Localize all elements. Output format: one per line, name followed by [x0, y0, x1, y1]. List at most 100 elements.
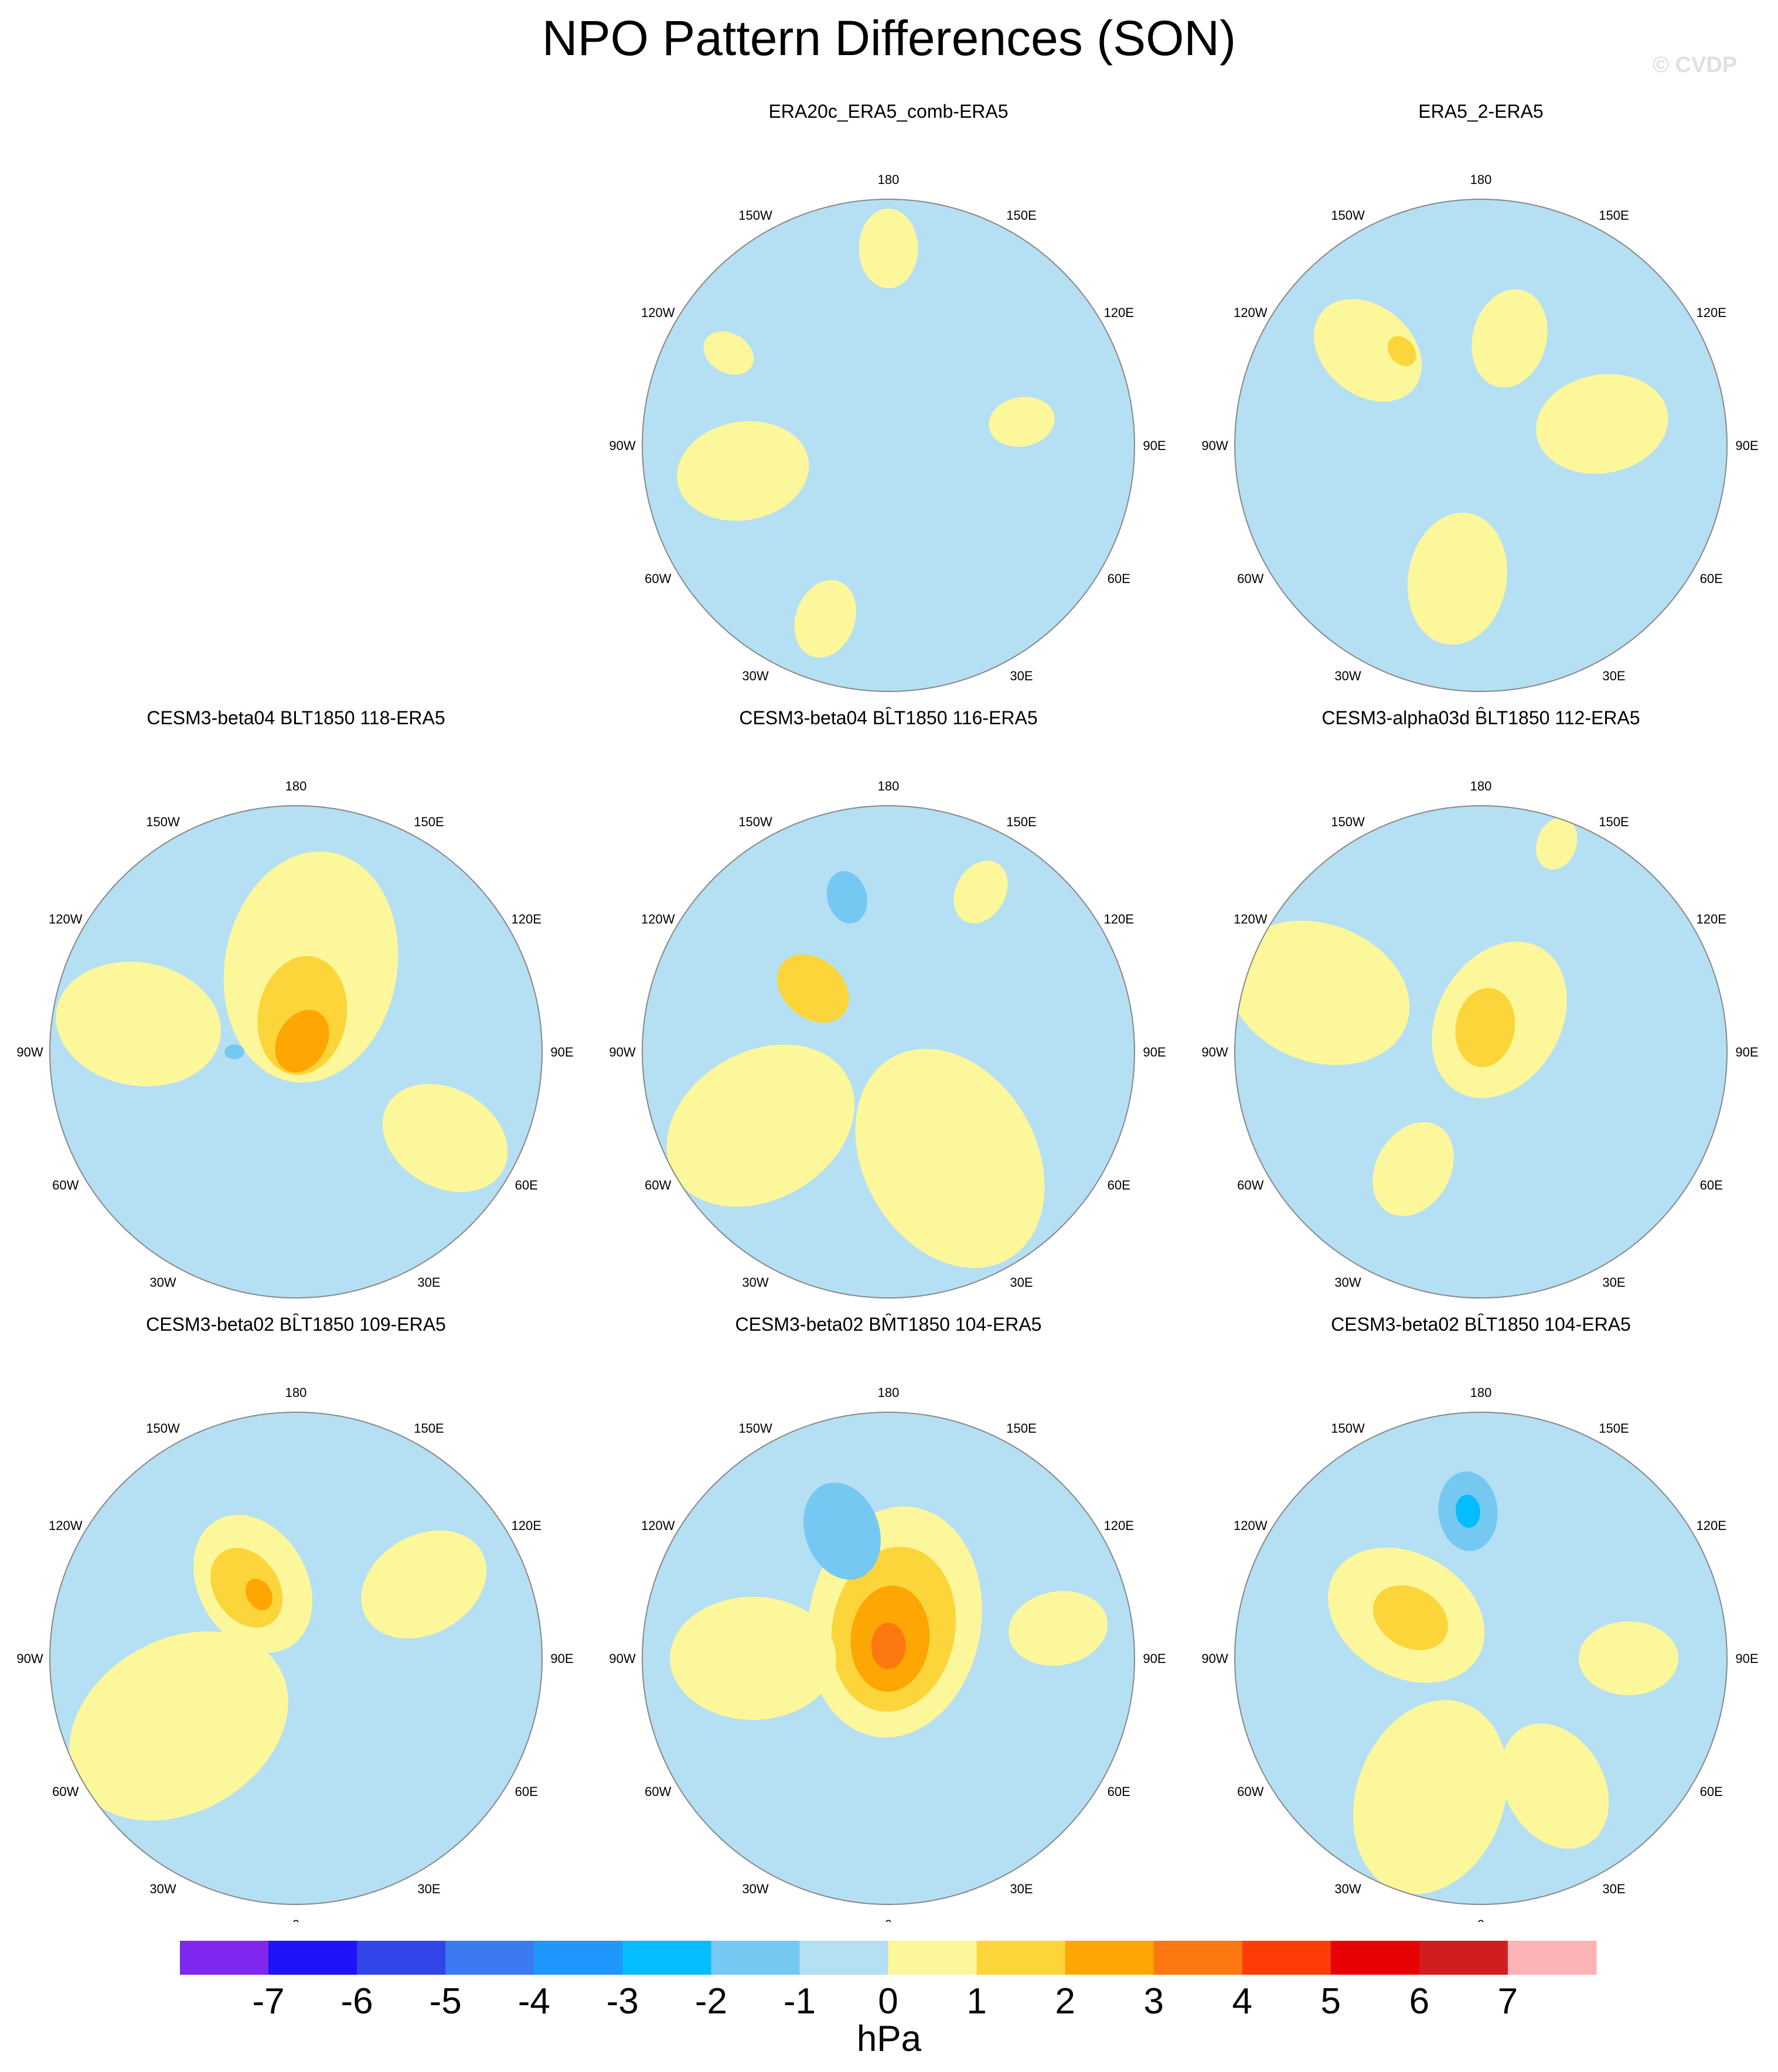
- longitude-label: 0: [292, 1311, 299, 1316]
- longitude-label: 120E: [1104, 1518, 1134, 1533]
- longitude-label: 30W: [742, 1882, 768, 1896]
- longitude-label: 90E: [1735, 438, 1758, 453]
- longitude-label: 30E: [1010, 669, 1033, 683]
- map-panel: CESM3-beta02 BMT1850 104-ERA5 180 150E 120…: [592, 1313, 1184, 1922]
- map-boundary: [642, 199, 1135, 692]
- longitude-label: 180: [878, 1385, 900, 1400]
- map-boundary: [49, 1412, 543, 1905]
- longitude-label: 90W: [609, 1651, 635, 1666]
- anomaly-region: [1008, 1591, 1108, 1666]
- longitude-label: 60E: [1108, 571, 1130, 586]
- longitude-label: 30W: [1334, 1275, 1361, 1290]
- longitude-label: 150E: [1006, 815, 1036, 829]
- colorbar-tick-label: -4: [518, 1981, 550, 2022]
- longitude-label: 90W: [1201, 1651, 1228, 1666]
- longitude-label: 60W: [645, 1178, 671, 1192]
- longitude-label: 180: [1470, 1385, 1492, 1400]
- longitude-label: 60W: [1237, 1784, 1263, 1799]
- anomaly-region: [953, 860, 1008, 923]
- longitude-label: 90E: [1735, 1045, 1758, 1059]
- longitude-label: 60E: [515, 1178, 538, 1192]
- longitude-label: 30E: [1602, 669, 1625, 683]
- anomaly-region: [275, 1010, 329, 1073]
- longitude-label: 60W: [1237, 1178, 1263, 1192]
- colorbar-tick-label: -6: [341, 1981, 373, 2022]
- polar-map: 180 150E 120E 90E 60E 30E 0 30W 60W 90W 120W 150W: [16, 779, 573, 1316]
- longitude-label: 0: [292, 1917, 299, 1922]
- longitude-label: 30E: [1010, 1882, 1033, 1896]
- longitude-label: 150W: [1331, 208, 1365, 223]
- longitude-label: 90E: [550, 1651, 573, 1666]
- longitude-label: 90E: [1143, 438, 1166, 453]
- colorbar-swatch: [180, 1941, 269, 1975]
- longitude-label: 30W: [1334, 669, 1361, 683]
- anomaly-region: [1472, 289, 1548, 388]
- longitude-label: 120W: [641, 912, 675, 926]
- longitude-label: 150W: [738, 1421, 772, 1436]
- longitude-label: 180: [285, 1385, 307, 1400]
- anomaly-region: [56, 962, 221, 1086]
- longitude-label: 90E: [1143, 1045, 1166, 1059]
- longitude-label: 90W: [1201, 1045, 1228, 1059]
- anomaly-region: [1455, 1494, 1481, 1528]
- map-panel: CESM3-alpha03d BLT1850 112-ERA5 180 150E 1…: [1185, 706, 1777, 1316]
- colorbar-tick-label: 7: [1498, 1981, 1518, 2022]
- longitude-label: 180: [878, 779, 900, 793]
- anomaly-region: [677, 421, 809, 521]
- longitude-label: 30W: [149, 1882, 176, 1896]
- anomaly-region: [1500, 1723, 1609, 1849]
- longitude-label: 120E: [1697, 1518, 1726, 1533]
- panel-title: ERA5_2-ERA5: [1418, 101, 1544, 122]
- longitude-label: 180: [1470, 172, 1492, 187]
- longitude-label: 0: [1477, 1917, 1484, 1922]
- longitude-label: 120W: [49, 912, 83, 926]
- polar-map: 180 150E 120E 90E 60E 30E 0 30W 60W 90W 120W 150W: [1201, 779, 1758, 1316]
- longitude-label: 60E: [1108, 1178, 1130, 1192]
- longitude-label: 150W: [1331, 1421, 1365, 1436]
- colorbar-tick-label: 6: [1409, 1981, 1429, 2022]
- panel-title: CESM3-beta04 BLT1850 116-ERA5: [739, 707, 1038, 728]
- longitude-label: 60W: [1237, 571, 1263, 586]
- longitude-label: 150W: [1331, 815, 1365, 829]
- longitude-label: 150W: [146, 815, 180, 829]
- panel-title: CESM3-beta04 BLT1850 118-ERA5: [147, 707, 445, 728]
- longitude-label: 60W: [645, 1784, 671, 1799]
- anomaly-region: [1235, 921, 1410, 1065]
- colorbar-tick-label: 4: [1232, 1981, 1252, 2022]
- map-panel: CESM3-beta04 BLT1850 118-ERA5 180 150E 120…: [0, 706, 592, 1316]
- colorbar-tick-label: 5: [1321, 1981, 1341, 2022]
- longitude-label: 180: [285, 779, 307, 793]
- anomaly-region: [1372, 1585, 1449, 1651]
- longitude-label: 120E: [512, 912, 541, 926]
- longitude-label: 60W: [52, 1784, 79, 1799]
- longitude-label: 30W: [742, 1275, 768, 1290]
- colorbar-tick-label: 0: [878, 1981, 898, 2022]
- map-panel: CESM3-beta04 BLT1850 116-ERA5 180 150E 120…: [592, 706, 1184, 1316]
- polar-map: 180 150E 120E 90E 60E 30E 0 30W 60W 90W 120W 150W: [16, 1385, 573, 1922]
- longitude-label: 60E: [1108, 1784, 1130, 1799]
- longitude-label: 90W: [16, 1045, 43, 1059]
- anomaly-region: [361, 1530, 487, 1639]
- colorbar-tick-label: 2: [1055, 1981, 1075, 2022]
- longitude-label: 90W: [609, 438, 635, 453]
- longitude-label: 120W: [641, 305, 675, 320]
- longitude-label: 150W: [146, 1421, 180, 1436]
- longitude-label: 150E: [1006, 1421, 1036, 1436]
- colorbar-tick-label: 3: [1143, 1981, 1163, 2022]
- colorbar-swatch: [888, 1941, 977, 1975]
- anomaly-region: [794, 580, 857, 658]
- longitude-label: 30E: [1010, 1275, 1033, 1290]
- longitude-label: 120W: [641, 1518, 675, 1533]
- longitude-label: 0: [885, 1917, 892, 1922]
- anomaly-region: [703, 331, 754, 375]
- panel-title: ERA20c_ERA5_comb-ERA5: [768, 101, 1009, 122]
- anomaly-region: [871, 1623, 906, 1669]
- colorbar-swatch: [711, 1941, 800, 1975]
- longitude-label: 60E: [1700, 1784, 1723, 1799]
- map-boundary: [642, 1412, 1135, 1905]
- longitude-label: 150W: [738, 815, 772, 829]
- colorbar-swatch: [445, 1941, 534, 1975]
- map-panel: CESM3-beta02 BLT1850 104-ERA5 180 150E 120…: [1185, 1313, 1777, 1922]
- colorbar-swatch: [1507, 1941, 1597, 1975]
- anomaly-region: [1536, 374, 1668, 474]
